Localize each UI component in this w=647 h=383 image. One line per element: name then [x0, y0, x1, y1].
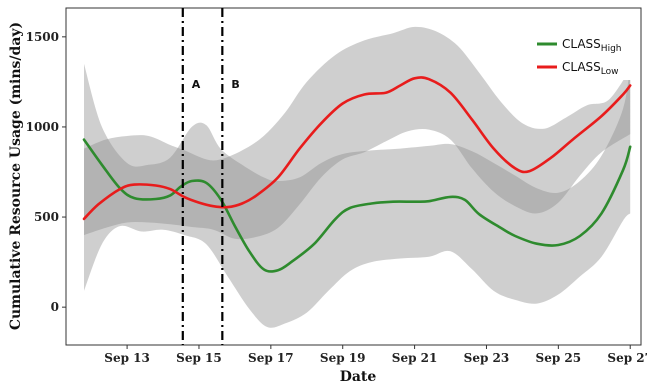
x-tick-label: Sep 13 [104, 351, 150, 365]
legend-label-low: CLASSLow [562, 60, 619, 77]
event-label-b: B [231, 78, 239, 91]
confidence-bands [84, 26, 631, 328]
confidence-band-high [84, 63, 631, 328]
x-tick-label: Sep 19 [320, 351, 366, 365]
series-line-low [82, 76, 632, 221]
series-line-high [82, 138, 632, 273]
legend-label-high: CLASSHigh [562, 37, 621, 54]
x-tick-label: Sep 15 [176, 351, 222, 365]
x-tick-label: Sep 23 [464, 351, 510, 365]
x-axis-title: Date [340, 369, 377, 383]
y-tick-label: 1000 [26, 120, 59, 134]
x-tick-label: Sep 17 [248, 351, 294, 365]
y-axis: 0 500 1000 1500 [26, 30, 66, 314]
x-tick-label: Sep 21 [392, 351, 438, 365]
x-tick-label: Sep 27 [607, 351, 647, 365]
y-tick-label: 500 [34, 210, 59, 224]
confidence-band-low [84, 26, 631, 240]
event-label-a: A [192, 78, 201, 91]
legend: CLASSHigh CLASSLow [528, 34, 636, 80]
y-axis-title: Cumulative Resource Usage (mins/day) [8, 22, 24, 330]
y-tick-label: 1500 [26, 30, 59, 44]
x-axis: Sep 13 Sep 15 Sep 17 Sep 19 Sep 21 Sep 23 Sep … [104, 345, 647, 365]
x-tick-label: Sep 25 [536, 351, 582, 365]
y-tick-label: 0 [51, 300, 59, 314]
legend-background [528, 34, 636, 80]
series-lines [82, 76, 632, 273]
